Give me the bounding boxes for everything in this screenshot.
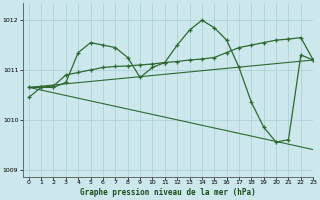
X-axis label: Graphe pression niveau de la mer (hPa): Graphe pression niveau de la mer (hPa) [80,188,256,197]
